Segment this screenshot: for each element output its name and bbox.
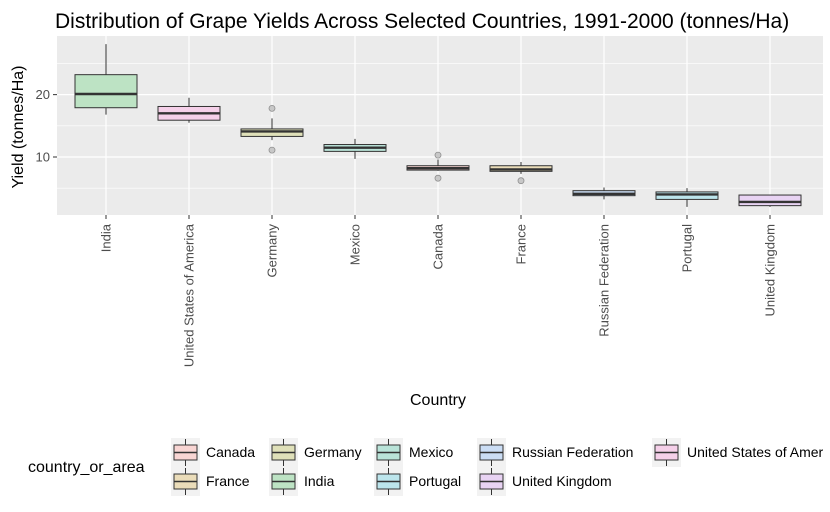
legend-label: Russian Federation — [512, 444, 633, 460]
legend-label: Canada — [206, 444, 255, 460]
outlier-point — [434, 151, 442, 159]
legend-item-india: India — [269, 467, 335, 496]
y-tick-label: 20 — [36, 87, 50, 102]
x-tick-label-india: India — [99, 223, 114, 252]
boxes — [74, 44, 802, 207]
legend-item-portugal: Portugal — [374, 467, 461, 496]
outlier-point — [268, 104, 276, 112]
box-india — [74, 44, 138, 115]
plot-panel — [57, 36, 823, 215]
legend-item-mexico: Mexico — [374, 438, 454, 467]
legend: Canada Germany Mexico Russian Federation Uni… — [171, 438, 824, 496]
box-russian-federation — [572, 187, 636, 200]
box-france — [489, 161, 553, 185]
box-body — [655, 191, 719, 200]
legend-label: Mexico — [409, 444, 454, 460]
box-germany — [240, 104, 304, 154]
axes: 10 20 India United States of America Germany… — [36, 87, 778, 367]
box-canada — [406, 151, 470, 182]
outlier-point — [517, 177, 525, 185]
x-tick-label-portugal: Portugal — [680, 224, 695, 273]
box-mexico — [323, 138, 387, 159]
legend-label: France — [206, 473, 250, 489]
box-portugal — [655, 188, 719, 207]
y-axis-title: Yield (tonnes/Ha) — [10, 65, 27, 188]
outlier-point — [268, 146, 276, 154]
box-united-kingdom — [738, 194, 802, 207]
x-tick-label-canada: Canada — [431, 223, 446, 269]
legend-item-united-kingdom: United Kingdom — [477, 467, 612, 496]
legend-item-france: France — [171, 467, 250, 496]
x-tick-label-russian-federation: Russian Federation — [597, 224, 612, 337]
grid-lines — [57, 36, 823, 215]
outlier-point — [434, 174, 442, 182]
chart-title: Distribution of Grape Yields Across Sele… — [55, 10, 789, 33]
legend-title: country_or_area — [28, 459, 145, 476]
legend-label: United States of Amer — [687, 444, 824, 460]
x-tick-label-united-kingdom: United Kingdom — [763, 224, 778, 317]
legend-item-canada: Canada — [171, 438, 255, 467]
box-united-states-of-america — [157, 97, 221, 123]
x-axis-title: Country — [410, 392, 466, 409]
box-body — [240, 128, 304, 137]
x-tick-label-germany: Germany — [265, 224, 280, 278]
x-tick-label-united-states-of-america: United States of America — [182, 223, 197, 367]
x-tick-label-france: France — [514, 224, 529, 264]
legend-label: India — [304, 473, 335, 489]
legend-label: Portugal — [409, 473, 461, 489]
legend-label: Germany — [304, 444, 362, 460]
legend-item-germany: Germany — [269, 438, 362, 467]
x-tick-label-mexico: Mexico — [348, 224, 363, 265]
legend-item-russian-federation: Russian Federation — [477, 438, 633, 467]
y-tick-label: 10 — [36, 149, 50, 164]
box-body — [74, 74, 138, 109]
legend-item-united-states-of-america: United States of Amer — [652, 438, 824, 467]
legend-label: United Kingdom — [512, 473, 612, 489]
box-body — [738, 194, 802, 207]
